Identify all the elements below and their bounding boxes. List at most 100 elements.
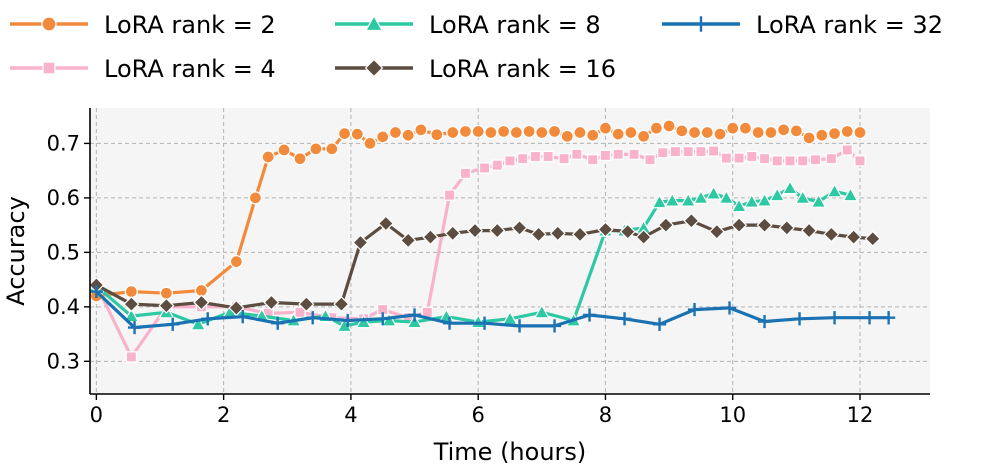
data-point xyxy=(248,191,263,205)
data-point xyxy=(718,189,735,205)
data-point xyxy=(549,225,566,242)
data-point xyxy=(680,192,697,207)
data-point xyxy=(533,304,550,319)
y-axis-title: Accuracy xyxy=(2,196,30,306)
data-point xyxy=(842,187,859,202)
data-point xyxy=(707,145,720,157)
data-point xyxy=(683,212,700,229)
x-tick-label: 2 xyxy=(217,403,230,427)
data-point xyxy=(123,296,140,313)
data-point xyxy=(757,314,772,329)
data-point xyxy=(586,154,599,166)
data-point xyxy=(796,155,809,167)
data-point xyxy=(542,150,554,163)
data-point xyxy=(337,126,352,141)
data-point xyxy=(823,226,840,243)
legend-item: LoRA rank = 4 xyxy=(10,55,276,83)
data-point xyxy=(166,317,180,331)
data-point xyxy=(782,179,798,195)
data-point xyxy=(89,284,103,299)
data-point xyxy=(825,152,838,165)
data-point xyxy=(125,351,138,363)
legend: LoRA rank = 2 LoRA rank = 4 LoRA rank = 8 L… xyxy=(10,11,943,83)
legend-item: LoRA rank = 16 xyxy=(335,55,616,83)
data-point xyxy=(459,167,472,180)
data-point xyxy=(776,123,791,137)
data-point xyxy=(624,125,638,140)
data-point xyxy=(636,129,651,143)
y-tick-label: 0.5 xyxy=(47,240,80,264)
y-tick-label: 0.3 xyxy=(47,349,80,373)
data-point xyxy=(484,125,498,140)
data-point xyxy=(443,189,456,201)
data-point xyxy=(261,150,275,164)
data-point xyxy=(458,124,473,139)
data-point xyxy=(687,125,702,140)
data-point xyxy=(444,225,461,242)
data-point xyxy=(733,152,745,164)
x-axis-title: Time (hours) xyxy=(433,438,587,466)
data-point xyxy=(756,217,773,234)
data-point xyxy=(738,121,753,135)
data-point xyxy=(771,155,784,167)
data-point xyxy=(547,124,562,139)
legend-label: LoRA rank = 2 xyxy=(104,11,276,39)
data-point xyxy=(731,217,748,234)
data-point xyxy=(611,127,625,141)
data-point xyxy=(841,144,854,156)
y-tick-label: 0.4 xyxy=(47,295,80,319)
data-point xyxy=(529,150,542,163)
data-point xyxy=(193,294,210,311)
data-point xyxy=(617,312,632,326)
data-point xyxy=(751,125,765,140)
legend-item: LoRA rank = 8 xyxy=(335,11,601,39)
series-4 xyxy=(88,212,881,316)
data-point xyxy=(864,230,881,247)
data-point xyxy=(446,125,460,140)
ticks: 0 2 4 6 8 10 12 0.3 0.4 0.5 0.6 0.7 xyxy=(47,131,874,427)
data-point xyxy=(123,307,140,323)
legend-label: LoRA rank = 32 xyxy=(756,11,943,39)
data-point xyxy=(789,124,804,138)
data-point xyxy=(229,254,244,269)
data-point xyxy=(801,222,818,239)
data-point xyxy=(802,131,816,145)
data-point xyxy=(657,217,674,234)
data-point xyxy=(746,150,758,163)
data-point xyxy=(853,125,867,140)
data-point xyxy=(496,124,511,139)
data-point xyxy=(784,155,796,167)
data-point xyxy=(662,119,676,133)
legend-label: LoRA rank = 4 xyxy=(104,55,276,83)
data-point xyxy=(845,229,862,246)
data-point xyxy=(376,130,390,144)
data-point xyxy=(127,320,142,335)
data-point xyxy=(571,226,589,243)
data-point xyxy=(708,223,725,240)
data-point xyxy=(682,145,694,158)
data-point xyxy=(124,284,139,299)
data-point xyxy=(491,159,504,171)
data-point xyxy=(201,312,215,326)
data-point xyxy=(271,316,285,330)
data-point xyxy=(560,129,574,143)
x-tick-label: 10 xyxy=(719,403,746,427)
data-point xyxy=(651,194,668,209)
data-point xyxy=(159,286,174,300)
data-point xyxy=(758,152,771,165)
data-point xyxy=(298,296,315,313)
data-point xyxy=(422,229,439,246)
data-point xyxy=(377,215,394,232)
data-point xyxy=(401,128,415,142)
data-point xyxy=(726,121,740,135)
data-point xyxy=(664,192,681,207)
data-point xyxy=(471,124,485,139)
data-point xyxy=(466,222,484,239)
data-point xyxy=(731,197,748,213)
data-point xyxy=(656,146,669,159)
data-point xyxy=(649,121,664,135)
data-point xyxy=(293,152,307,166)
data-point xyxy=(675,124,689,138)
data-point xyxy=(827,126,842,141)
